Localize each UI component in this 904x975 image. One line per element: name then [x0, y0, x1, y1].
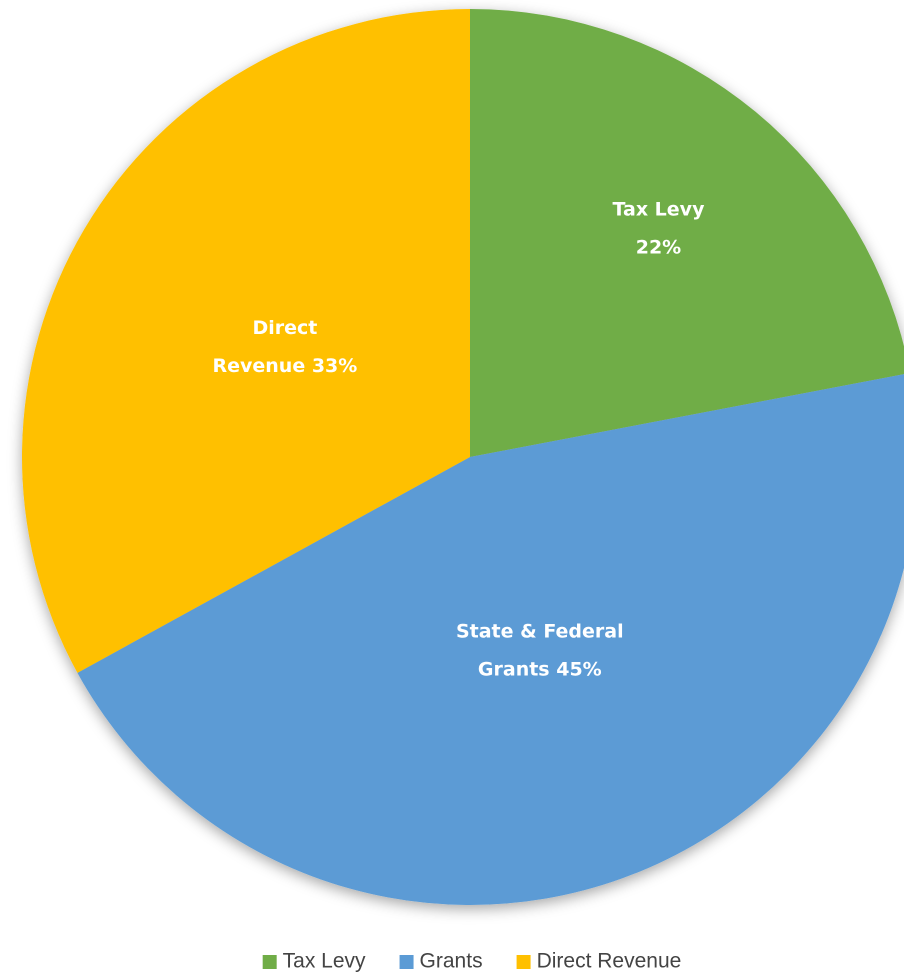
pie-slice — [470, 9, 904, 457]
legend-swatch — [399, 955, 414, 969]
legend-label: Tax Levy — [283, 950, 366, 973]
data-label: Direct — [252, 317, 317, 339]
legend-label: Direct Revenue — [537, 950, 682, 973]
data-label: Revenue 33% — [212, 355, 357, 377]
legend-swatch — [262, 955, 277, 969]
legend-swatch — [516, 955, 531, 969]
data-label: State & Federal — [456, 620, 624, 642]
pie-slice — [21, 9, 471, 673]
pie — [21, 9, 904, 905]
data-label: Grants 45% — [478, 658, 602, 680]
data-label: Tax Levy — [612, 199, 705, 221]
legend-label: Grants — [420, 950, 483, 973]
data-label: 22% — [636, 237, 681, 259]
pie-slice — [77, 374, 904, 905]
